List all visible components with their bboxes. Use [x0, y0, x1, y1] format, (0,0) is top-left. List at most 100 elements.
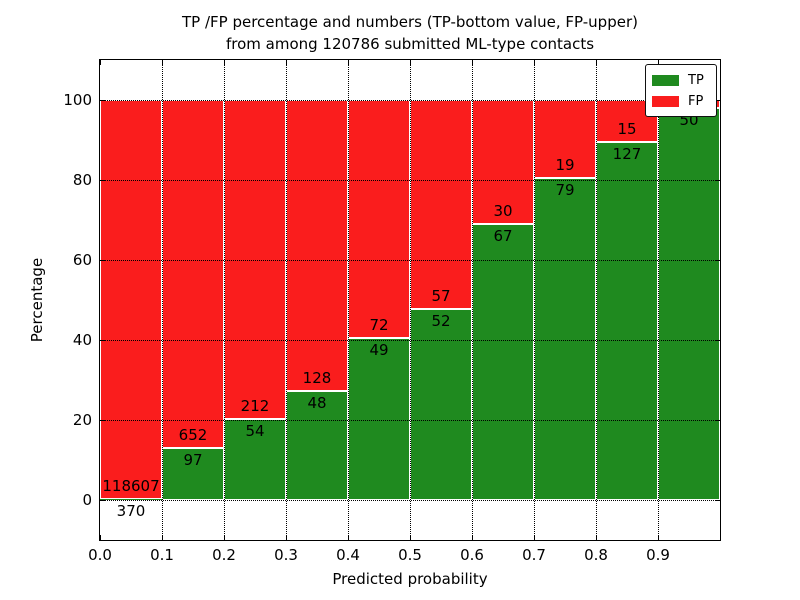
plot-area: 118607 370 652 97 212 54 128 48 72 49 57 52 30 67 19 79…	[99, 60, 720, 540]
bar-label-fp: 30	[493, 201, 513, 220]
bar-segment-fp	[162, 100, 224, 449]
x-tick-label: 0.8	[584, 546, 608, 564]
x-tick-mark-bottom	[223, 535, 225, 540]
y-tick-mark-left	[100, 499, 105, 501]
bar-label-fp: 72	[369, 316, 389, 334]
x-tick-mark-top	[471, 60, 473, 65]
gridline-vertical	[286, 60, 287, 540]
x-tick-mark-top	[285, 60, 287, 65]
legend-swatch-tp	[652, 75, 679, 86]
x-tick-mark-bottom	[533, 535, 535, 540]
legend-item-tp: TP	[652, 70, 716, 91]
bar-segment-tp	[534, 177, 596, 500]
bar-segment-fp	[348, 100, 410, 338]
x-tick-mark-top	[161, 60, 163, 65]
bar-label-fp: 652	[178, 426, 208, 445]
x-tick-mark-bottom	[595, 535, 597, 540]
bar-label-tp: 49	[369, 341, 389, 359]
y-tick-label: 60	[72, 251, 92, 269]
x-tick-mark-top	[347, 60, 349, 65]
bar-label-tp: 79	[555, 180, 575, 199]
gridline-vertical	[596, 60, 597, 540]
legend: TP FP	[645, 64, 717, 117]
y-tick-mark-right	[715, 339, 720, 341]
y-tick-label: 40	[72, 331, 92, 349]
legend-item-fp: FP	[652, 91, 716, 112]
chart-title: TP /FP percentage and numbers (TP-bottom…	[100, 11, 720, 55]
bar-label-fp: 212	[240, 396, 270, 415]
bar-label-fp: 118607	[102, 476, 160, 495]
x-tick-label: 0.5	[398, 546, 422, 564]
x-tick-mark-top	[595, 60, 597, 65]
x-tick-mark-top	[657, 60, 659, 65]
gridline-vertical	[534, 60, 535, 540]
x-tick-label: 0.3	[274, 546, 298, 564]
bar-label-tp: 54	[245, 421, 265, 440]
x-tick-label: 0.6	[460, 546, 484, 564]
bar-segment-tp	[348, 338, 410, 500]
y-tick-label: 0	[82, 491, 92, 509]
legend-swatch-fp	[652, 96, 679, 107]
bar-segment-tp	[224, 418, 286, 500]
x-tick-mark-top	[533, 60, 535, 65]
bar-segment-tp	[410, 309, 472, 500]
x-axis-label: Predicted probability	[332, 570, 488, 588]
chart-title-line2: from among 120786 submitted ML-type cont…	[225, 35, 595, 53]
gridline-vertical	[658, 60, 659, 540]
bar-label-tp: 52	[431, 312, 451, 331]
y-tick-label: 80	[72, 171, 92, 189]
x-tick-label: 0.4	[336, 546, 360, 564]
y-tick-mark-right	[715, 99, 720, 101]
bar-label-tp: 127	[612, 145, 642, 164]
bar-segment-fp	[472, 100, 534, 224]
legend-label-fp: FP	[688, 94, 704, 109]
bar-label-tp: 48	[307, 393, 327, 412]
x-tick-label: 0.7	[522, 546, 546, 564]
y-tick-mark-left	[100, 339, 105, 341]
x-tick-label: 0.9	[646, 546, 670, 564]
y-tick-mark-left	[100, 259, 105, 261]
y-tick-mark-left	[100, 99, 105, 101]
y-tick-mark-right	[715, 259, 720, 261]
bar-segment-fp	[286, 100, 348, 391]
x-tick-mark-bottom	[285, 535, 287, 540]
bar-label-tp: 97	[183, 451, 203, 470]
bar-segment-fp	[410, 100, 472, 310]
bar-label-fp: 15	[617, 120, 637, 139]
bar-label-fp: 128	[302, 368, 332, 387]
y-tick-mark-right	[715, 499, 720, 501]
x-tick-mark-bottom	[347, 535, 349, 540]
bar-label-fp: 57	[431, 287, 451, 306]
bar-segment-tp	[596, 142, 658, 500]
y-axis-label: Percentage	[28, 257, 46, 343]
legend-label-tp: TP	[688, 73, 704, 88]
x-tick-mark-bottom	[99, 535, 101, 540]
chart-title-line1: TP /FP percentage and numbers (TP-bottom…	[182, 13, 638, 31]
bar-segment-fp	[224, 100, 286, 419]
gridline-vertical	[162, 60, 163, 540]
bar-segment-tp	[286, 390, 348, 500]
bar-label-tp: 370	[116, 501, 146, 520]
bar-segment-tp	[658, 108, 720, 500]
bar-label-fp: 19	[555, 155, 575, 174]
x-tick-mark-top	[223, 60, 225, 65]
y-tick-mark-right	[715, 419, 720, 421]
x-tick-mark-bottom	[471, 535, 473, 540]
gridline-vertical	[472, 60, 473, 540]
gridline-vertical	[348, 60, 349, 540]
bar-segment-fp	[100, 100, 162, 499]
bar-segment-tp	[100, 498, 162, 500]
y-tick-label: 20	[72, 411, 92, 429]
y-tick-mark-right	[715, 179, 720, 181]
gridline-vertical	[224, 60, 225, 540]
x-tick-mark-top	[409, 60, 411, 65]
x-tick-mark-bottom	[657, 535, 659, 540]
y-tick-label: 100	[63, 91, 92, 109]
x-tick-label: 0.1	[150, 546, 174, 564]
y-tick-mark-left	[100, 179, 105, 181]
x-tick-mark-bottom	[161, 535, 163, 540]
gridline-vertical	[410, 60, 411, 540]
bar-segment-tp	[472, 223, 534, 500]
x-tick-label: 0.2	[212, 546, 236, 564]
